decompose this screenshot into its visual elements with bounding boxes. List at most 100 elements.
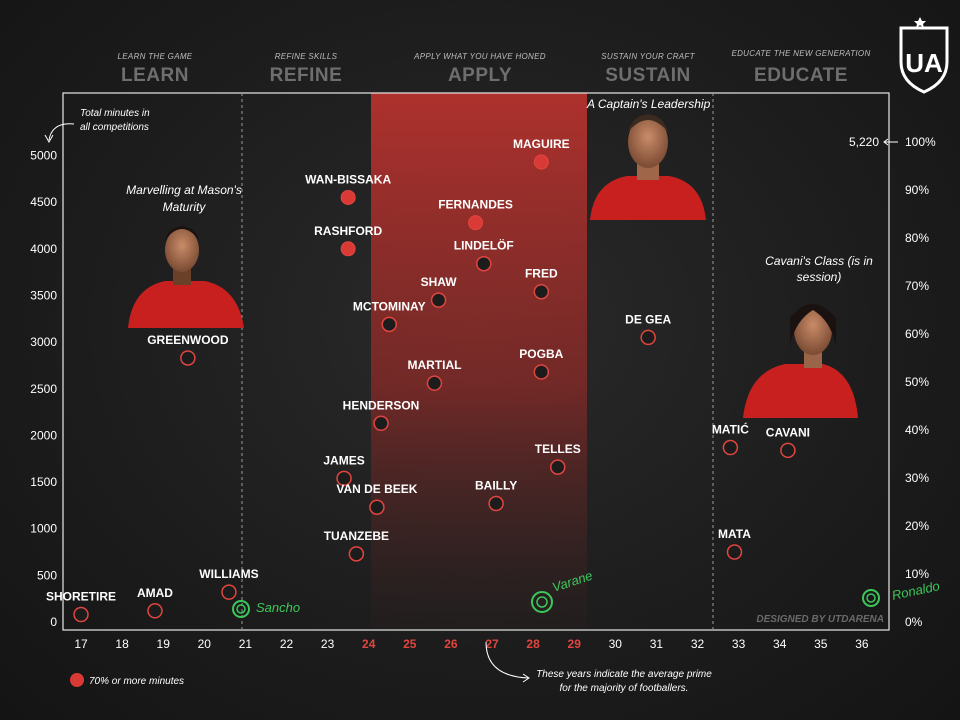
x-tick-label: 25 [403,637,417,651]
percent-tick-label: 0% [905,615,923,629]
x-tick-label: 27 [485,637,499,651]
player-point-marker [426,375,443,391]
x-tick-label: 17 [74,637,88,651]
prime-note-line1: These years indicate the average prime [536,669,712,680]
phase-educate-subtitle: EDUCATE THE NEW GENERATION [731,49,870,58]
player-point-marker [550,459,566,475]
y-tick-label: 3000 [30,335,57,349]
x-tick-label: 21 [239,637,253,651]
player-point-label: FERNANDES [438,198,513,212]
player-point-label: JAMES [323,453,364,467]
y-tick-label: 2500 [30,382,57,396]
x-tick-label: 28 [526,637,540,651]
percent-tick-label: 70% [905,279,929,293]
player-point-marker [340,241,356,257]
y-tick-label: 2000 [30,428,57,442]
player-points: SHORETIRE AMAD WILLIAMS GREENWOOD WAN-BISSAK… [46,137,810,623]
x-axis-ticks: 17 18 19 20 21 22 23 24 25 26 27 28 29 30 31 32 33 34 35 36 [74,637,869,651]
player-point-marker [488,495,504,512]
player-point-marker [430,292,447,308]
apply-phase-band [371,93,587,630]
y-tick-label: 3500 [30,288,57,302]
phase-sustain-title: SUSTAIN [605,65,690,86]
cavani-annotation-line2: session) [797,270,842,284]
phase-sustain-subtitle: SUSTAIN YOUR CRAFT [601,52,695,61]
player-point-label: TUANZEBE [324,529,389,543]
player-point-marker [340,189,356,205]
x-tick-label: 24 [362,637,376,651]
percent-tick-label: 40% [905,423,929,437]
player-point-label: SHORETIRE [46,590,116,604]
player-point-marker [369,499,385,515]
percentage-axis-ticks: 0% 10% 20% 30% 40% 50% 60% 70% 80% 90% 100% [905,135,936,629]
mason-annotation-line2: Maturity [163,200,207,214]
logo-text: UA [905,48,943,78]
phase-headers: LEARN THE GAME LEARN REFINE SKILLS REFIN… [118,49,871,86]
phase-learn-title: LEARN [121,65,189,86]
player-point-label: MCTOMINAY [353,299,426,313]
player-point-marker [221,584,237,600]
phase-refine-subtitle: REFINE SKILLS [275,52,338,61]
cavani-annotation-line1: Cavani's Class (is in [765,254,873,268]
x-tick-label: 32 [691,637,705,651]
player-point-label: FRED [525,267,558,281]
player-point-label: MATA [718,527,751,541]
y-tick-label: 5000 [30,149,57,163]
cavani-portrait [743,304,858,418]
legend: 70% or more minutes [70,673,184,687]
x-tick-label: 19 [157,637,171,651]
player-point-marker [348,546,365,562]
player-point-label: HENDERSON [343,398,420,412]
y-tick-label: 500 [37,568,57,582]
x-tick-label: 31 [650,637,664,651]
x-tick-label: 23 [321,637,335,651]
sancho-label: Sancho [256,600,300,615]
phase-apply-subtitle: APPLY WHAT YOU HAVE HONED [413,52,546,61]
player-point-marker [476,255,492,272]
player-point-label: MAGUIRE [513,137,570,151]
y-axis-note-line2: all competitions [80,122,149,133]
plot-frame [62,92,890,631]
prime-years-note: These years indicate the average prime f… [485,641,712,694]
prime-years-arrow [485,641,529,679]
player-point-label: TELLES [535,442,581,456]
designer-credit: DESIGNED BY UTDARENA [756,614,884,625]
x-tick-label: 36 [855,637,869,651]
player-point-label: WILLIAMS [199,567,258,581]
max-minutes-label: 5,220 [849,135,879,149]
sancho-handwritten: Sancho [232,600,300,618]
player-point-label: POGBA [519,347,563,361]
phase-educate-title: EDUCATE [754,65,848,86]
player-point-label: GREENWOOD [147,333,229,347]
player-point-label: WAN-BISSAKA [305,172,391,186]
player-point-marker [147,603,163,619]
x-tick-label: 33 [732,637,746,651]
player-point-marker [780,442,796,459]
ronaldo-label: Ronaldo [891,578,941,603]
player-point-label: MARTIAL [407,358,461,372]
player-point-label: MATIĆ [712,422,749,437]
player-point-label: VAN DE BEEK [336,482,417,496]
y-tick-label: 4000 [30,242,57,256]
player-point-marker [373,415,389,432]
x-tick-label: 34 [773,637,787,651]
player-point-marker [180,350,196,366]
utdarena-logo: UA [899,17,949,94]
y-axis-note: Total minutes in all competitions [44,108,150,144]
player-point-marker [533,364,550,380]
percent-tick-label: 60% [905,327,929,341]
player-point-label: BAILLY [475,479,517,493]
player-point-label: DE GEA [625,312,671,326]
y-axis-ticks: 0 500 1000 1500 2000 2500 3000 3500 4000 4500 5000 [30,149,57,630]
x-tick-label: 35 [814,637,828,651]
y-axis-note-arrow [48,123,75,141]
player-point-marker [726,544,743,560]
player-point-marker [722,439,739,456]
legend-label: 70% or more minutes [89,676,184,687]
phase-refine-title: REFINE [270,65,343,86]
x-tick-label: 30 [609,637,623,651]
player-point-marker [381,316,397,333]
percent-tick-label: 100% [905,135,936,149]
player-point-label: SHAW [421,275,458,289]
x-tick-label: 26 [444,637,458,651]
